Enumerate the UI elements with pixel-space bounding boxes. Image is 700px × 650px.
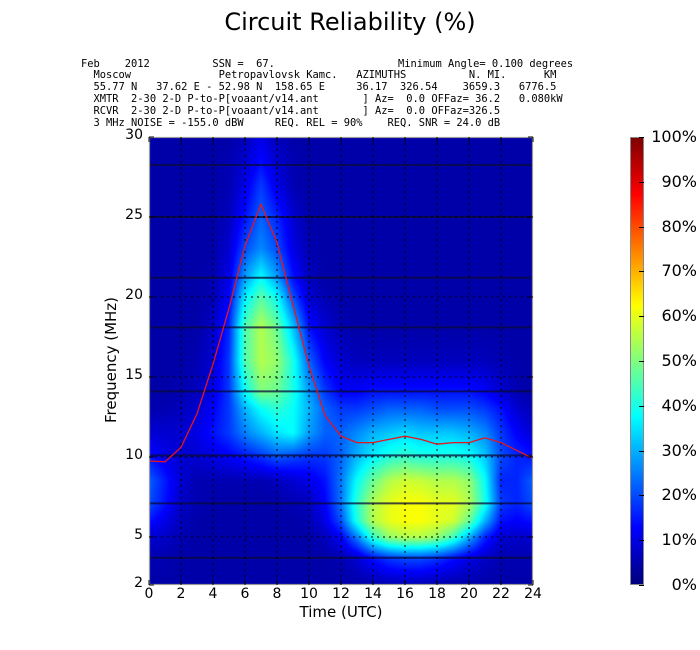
colorbar-tick-label: 0%: [671, 575, 697, 594]
colorbar-tick-mark: [639, 271, 644, 272]
colorbar-tick-label: 10%: [661, 530, 697, 550]
colorbar-tick-mark: [639, 585, 644, 586]
colorbar-tick-mark: [639, 316, 644, 317]
colorbar-tick-label: 100%: [651, 127, 697, 146]
chart-title: Circuit Reliability (%): [224, 8, 476, 36]
colorbar-tick-mark: [639, 406, 644, 407]
x-tick-label: 24: [524, 586, 542, 602]
x-tick-label: 14: [364, 586, 382, 602]
colorbar-tick-mark: [639, 451, 644, 452]
colorbar-tick-mark: [639, 495, 644, 496]
x-tick-label: 10: [300, 586, 318, 602]
colorbar-tick-mark: [639, 182, 644, 183]
colorbar-tick-label: 30%: [661, 440, 697, 460]
header-line-coordinates: 55.77 N 37.62 E - 52.98 N 158.65 E 36.17…: [81, 81, 557, 93]
colorbar-tick-label: 50%: [661, 351, 697, 370]
colorbar-tick-label: 20%: [661, 485, 697, 505]
colorbar-tick-label: 80%: [661, 216, 697, 236]
colorbar-tick-mark: [639, 361, 644, 362]
header-line-noise: 3 MHz NOISE = -155.0 dBW REQ. REL = 90% …: [81, 117, 501, 129]
header-line-receiver: RCVR 2-30 2-D P-to-P[voaant/v14.ant ] Az…: [81, 105, 501, 117]
header-line-min-angle: Minimum Angle= 0.100 degrees: [398, 58, 574, 70]
y-axis-label: Frequency (MHz): [102, 296, 120, 424]
muf-line: [148, 202, 534, 463]
x-tick-label: 20: [460, 586, 478, 602]
y-tick-label: 20: [125, 287, 143, 303]
y-tick-label: 5: [134, 527, 143, 543]
plot-overlay: [148, 136, 534, 586]
x-tick-label: 8: [272, 586, 282, 602]
colorbar-tick-label: 40%: [661, 395, 697, 415]
header-line-locations: Moscow Petropavlovsk Kamc. AZIMUTHS N. M…: [81, 69, 557, 81]
colorbar-tick-mark: [639, 227, 644, 228]
colorbar-tick-label: 70%: [661, 261, 697, 281]
colorbar-tick-label: 60%: [661, 306, 697, 326]
y-tick-label: 2: [134, 575, 143, 591]
x-tick-label: 2: [176, 586, 186, 602]
x-tick-label: 4: [208, 586, 218, 602]
x-tick-label: 0: [144, 586, 154, 602]
x-tick-label: 12: [332, 586, 350, 602]
x-tick-label: 16: [396, 586, 414, 602]
header-line-date-ssn: Feb 2012 SSN = 67.: [81, 58, 275, 70]
colorbar-tick-mark: [639, 540, 644, 541]
y-tick-label: 30: [125, 127, 143, 143]
plot-area: [148, 136, 534, 586]
header-line-transmitter: XMTR 2-30 2-D P-to-P[voaant/v14.ant ] Az…: [81, 93, 563, 105]
y-tick-label: 15: [125, 367, 143, 383]
x-axis-label: Time (UTC): [299, 603, 383, 621]
y-tick-label: 25: [125, 207, 143, 223]
colorbar-gradient: [631, 138, 643, 584]
x-tick-label: 6: [240, 586, 250, 602]
colorbar-tick-label: 90%: [661, 171, 697, 191]
x-tick-label: 22: [492, 586, 510, 602]
y-tick-label: 10: [125, 447, 143, 463]
colorbar-tick-mark: [639, 137, 644, 138]
x-tick-label: 18: [428, 586, 446, 602]
